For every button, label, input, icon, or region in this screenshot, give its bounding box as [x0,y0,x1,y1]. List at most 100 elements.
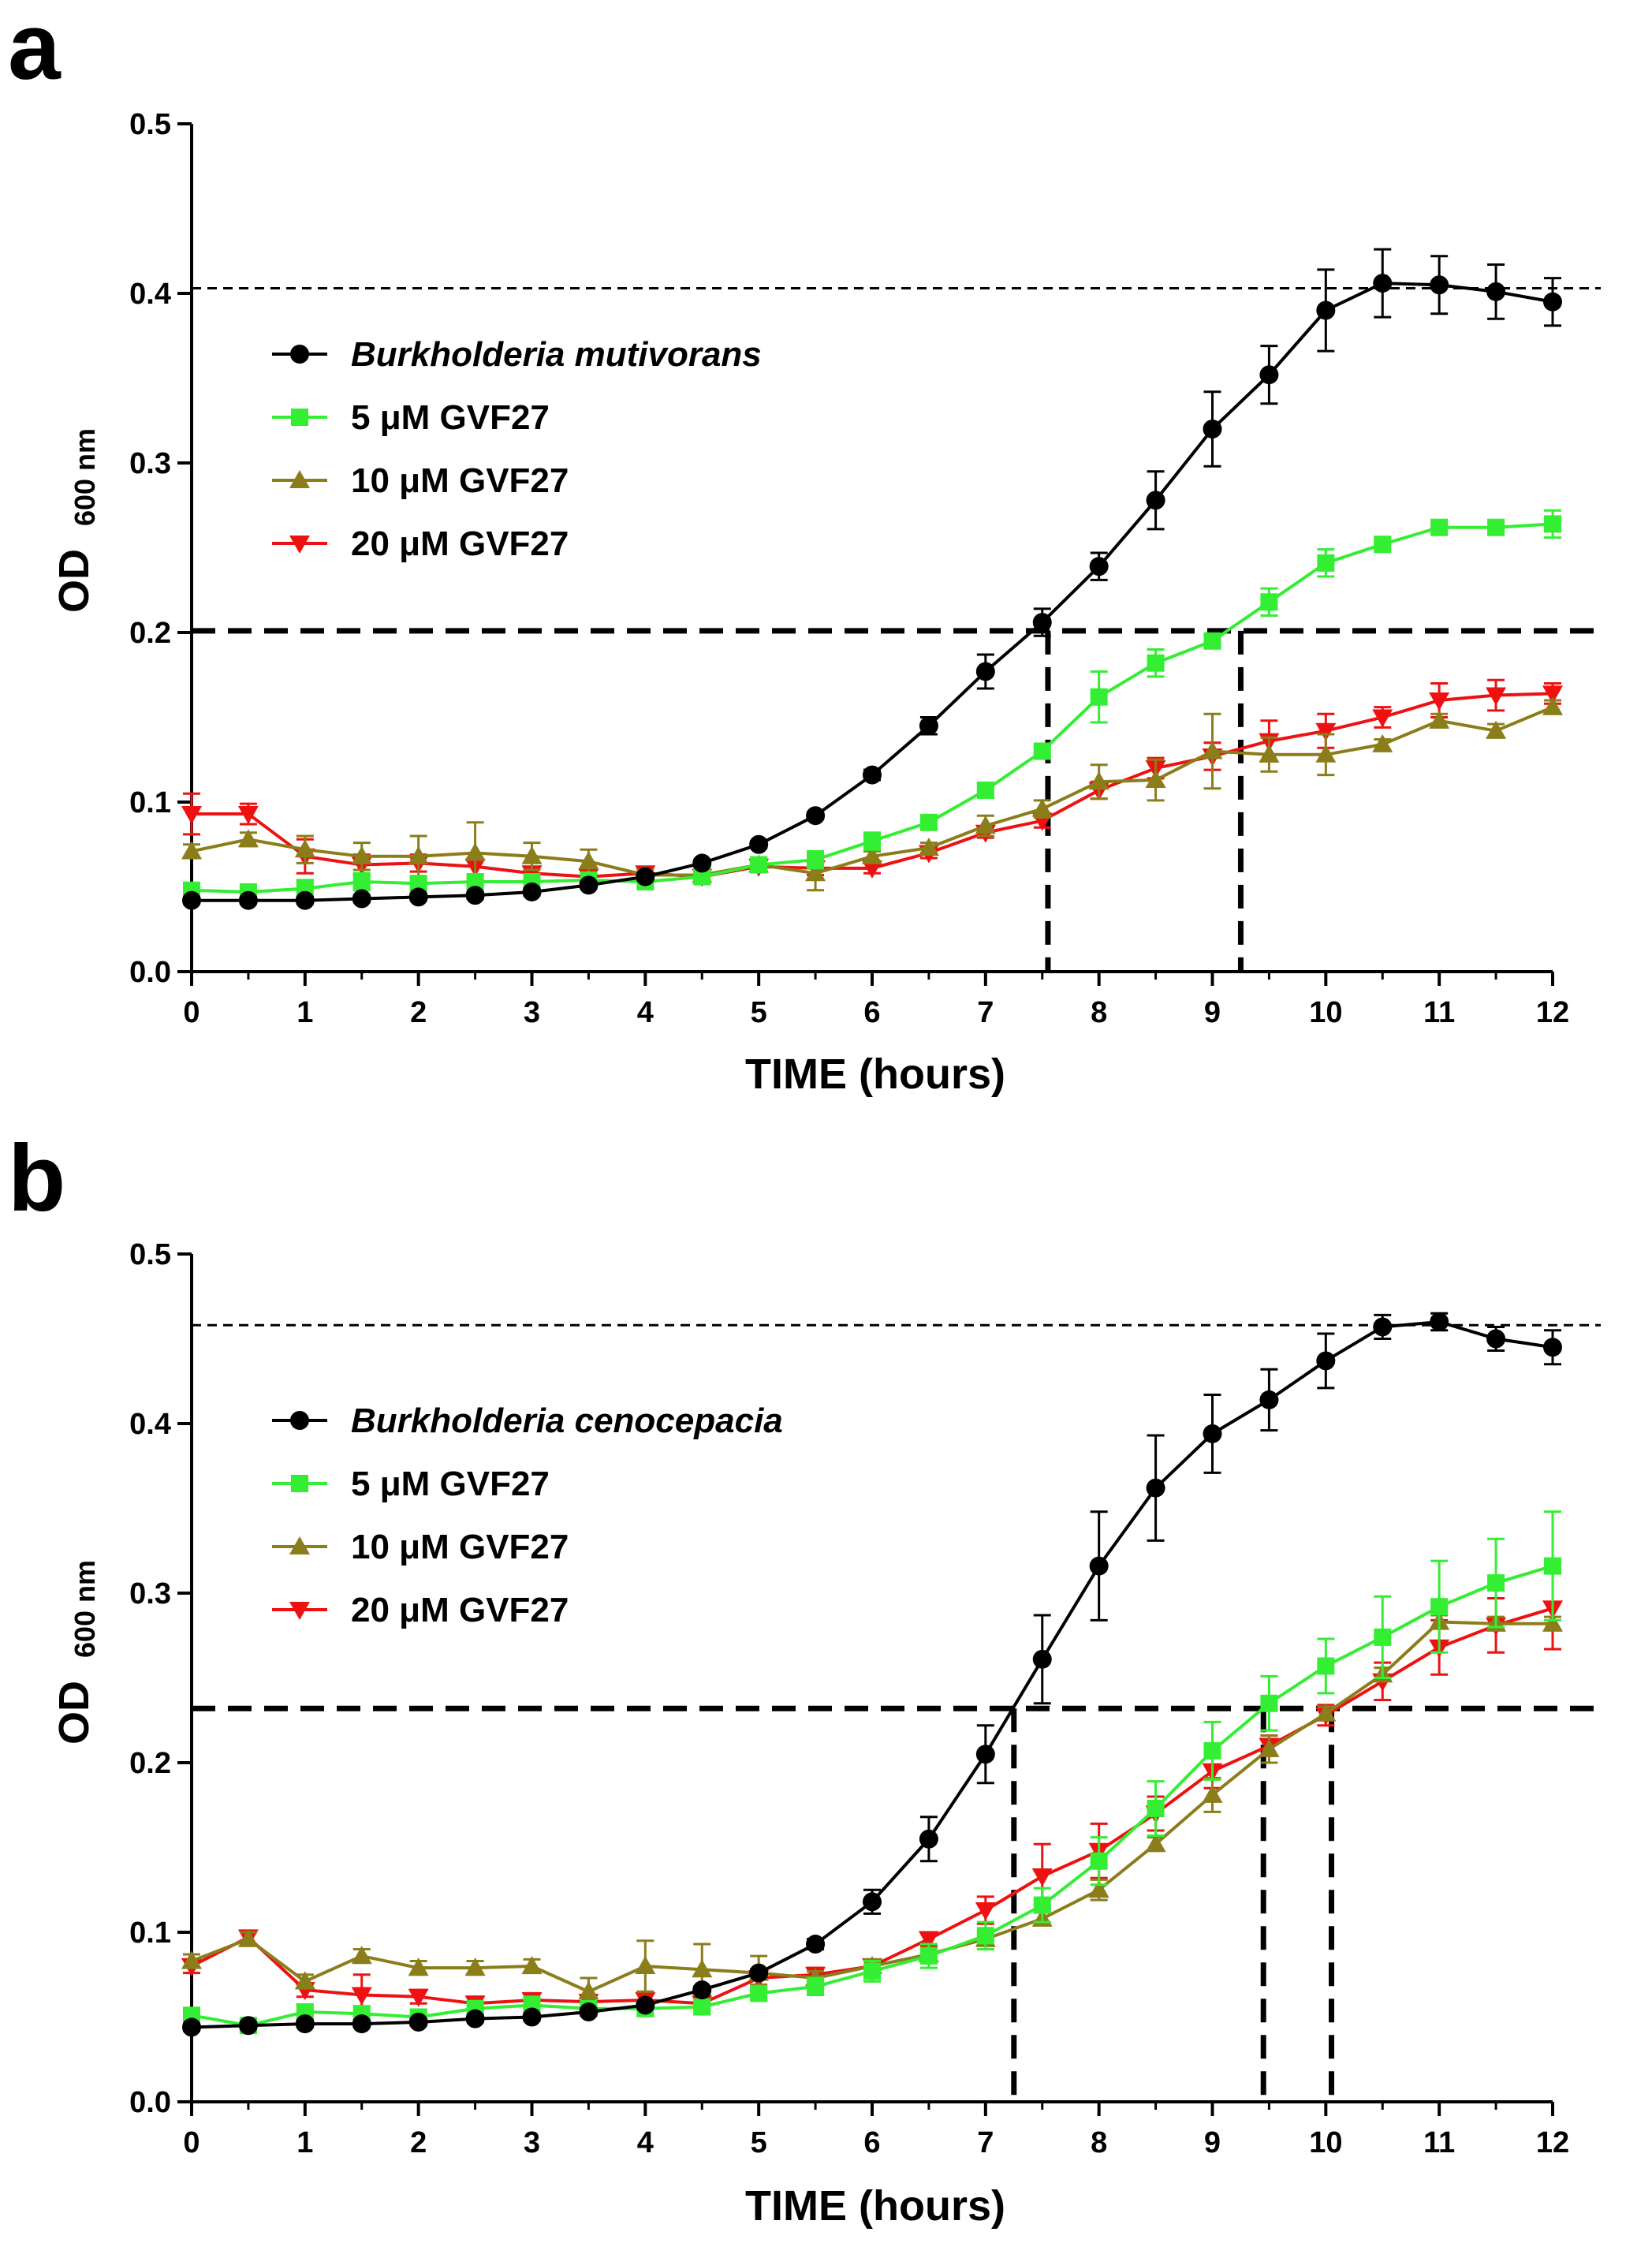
legend-label: 10 μM GVF27 [351,461,569,500]
y-tick-label: 0.3 [129,1577,171,1610]
data-point [975,1745,995,1764]
data-point [181,841,202,860]
data-point [1259,1738,1280,1757]
y-tick-label: 0.1 [129,1916,171,1950]
data-point [1543,1338,1562,1357]
x-tick-label: 10 [1309,996,1342,1029]
data-point [1542,1613,1563,1632]
panel-b: b 0 1 2 3 4 5 6 7 8 9 10 11 120.00.10.20.30.40.5 TIM… [8,1125,1601,2230]
data-point [1147,654,1165,672]
data-point [1203,1741,1221,1760]
data-point [1031,798,1053,817]
data-point [1089,1556,1109,1576]
series-layer [181,1312,1563,2037]
y-tick-label: 0.4 [129,1408,171,1441]
data-point [1090,1852,1108,1870]
x-tick-label: 2 [410,2126,427,2159]
x-tick-label: 6 [863,2126,880,2159]
data-point [1487,1574,1505,1592]
data-point [409,875,427,893]
x-tick-label: 4 [637,996,654,1029]
x-tick-label: 7 [977,2126,994,2159]
data-point [1374,536,1392,554]
data-point [863,832,881,850]
panel-letter-b: b [8,1125,65,1231]
data-point [578,851,599,870]
series-2 [181,1611,1563,2006]
data-point [805,863,826,882]
x-tick-label: 10 [1309,2126,1342,2159]
y-axis-title: OD 600 nm [50,1560,101,1745]
data-point [464,842,486,861]
series-0 [182,248,1562,910]
x-tick-label: 11 [1423,2126,1455,2159]
data-point [522,882,542,901]
data-point [1486,687,1507,706]
y-tick-label: 0.0 [129,2086,171,2119]
data-point [918,1931,939,1950]
data-point [692,853,712,873]
data-point [1033,1896,1051,1914]
data-point [1486,720,1507,739]
series-line [192,282,1553,902]
data-point [1429,710,1450,729]
data-point [1145,1834,1166,1853]
data-point [465,886,485,905]
legend-label: 5 μM GVF27 [351,398,550,437]
data-point [408,1988,429,2007]
data-point [807,851,825,869]
y-tick-label: 0.5 [129,1238,171,1271]
data-point [750,1984,768,2002]
data-point [1430,1598,1449,1616]
data-point [579,2002,599,2022]
x-tick-label: 3 [524,996,540,1029]
data-point [1202,1784,1223,1803]
tick-labels: 0 1 2 3 4 5 6 7 8 9 10 11 120.00.10.20.30.40.5 [129,1238,1569,2159]
legend-marker [289,1536,310,1554]
data-point [579,875,599,895]
x-tick-label: 12 [1536,2126,1569,2159]
data-point [1146,1478,1165,1498]
data-point [919,1947,938,1965]
panel-a: a 0 1 2 3 4 5 6 7 8 9 10 11 120.00.10.20.30.40.5 TIM… [8,0,1601,1098]
data-point [918,838,939,857]
x-tick-label: 0 [183,2126,200,2159]
data-point [806,1935,826,1954]
series-line [191,1620,1553,1994]
data-point [237,829,259,848]
legend-marker [289,536,310,554]
data-point [806,806,826,826]
data-point [238,890,258,910]
data-point [976,1927,994,1945]
x-tick-label: 1 [296,996,313,1029]
data-point [1202,741,1223,759]
data-point [749,1963,769,1983]
data-point [1259,744,1280,763]
data-point [863,1892,882,1912]
data-point [863,765,882,785]
data-point [750,856,768,874]
legend-marker [291,409,308,426]
data-point [1090,688,1108,706]
panel-letter-a: a [8,0,62,99]
data-point [181,806,202,825]
series-0 [182,1312,1562,2037]
legend: Burkholderia cenocepacia 5 μM GVF27 10 μM … [272,1401,783,1629]
data-point [181,1950,202,1969]
data-point [352,889,371,909]
data-point [408,1957,429,1976]
data-point [1317,1657,1335,1675]
y-axis-title-main: OD [50,549,98,613]
legend-marker [290,345,309,364]
x-tick-label: 0 [183,996,200,1029]
data-point [1372,709,1393,728]
x-tick-label: 1 [296,2126,313,2159]
data-point [521,1956,543,1974]
y-axis-title: OD 600 nm [50,428,101,613]
data-point [408,2012,428,2032]
data-point [237,1928,259,1947]
data-point [466,873,484,891]
data-point [352,2014,371,2034]
data-point [975,1902,996,1921]
